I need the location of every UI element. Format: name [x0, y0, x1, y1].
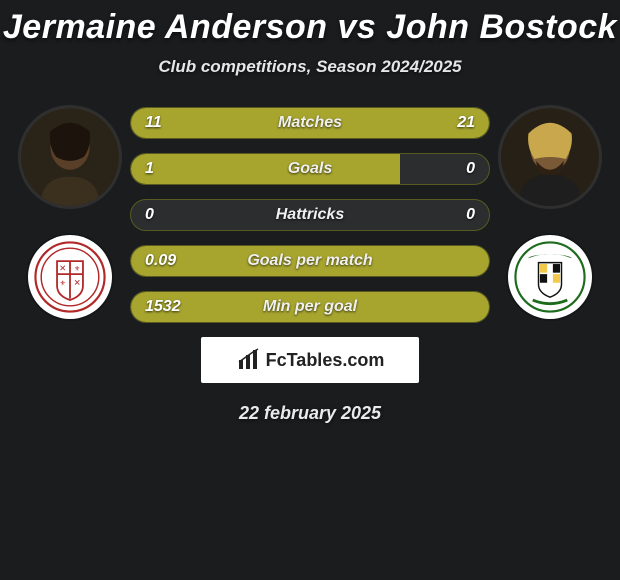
svg-text:✕: ✕ [74, 278, 81, 288]
page-subtitle: Club competitions, Season 2024/2025 [158, 57, 461, 77]
attribution-text: FcTables.com [266, 350, 385, 371]
club-crest-icon: ✕ ⚜ ⚜ ✕ [34, 241, 106, 313]
player-right-avatar [498, 105, 602, 209]
stat-label: Goals [201, 160, 419, 178]
right-player-column [490, 105, 610, 319]
club-left-badge: ✕ ⚜ ⚜ ✕ [28, 235, 112, 319]
stat-value-right: 21 [419, 114, 489, 132]
svg-text:⚜: ⚜ [60, 279, 66, 288]
stat-value-left: 1 [131, 160, 201, 178]
stat-row: 0.09Goals per match [130, 245, 490, 277]
stat-value-left: 0 [131, 206, 201, 224]
comparison-row: ✕ ⚜ ⚜ ✕ 11Matches211Goals00Hattricks00.0… [0, 105, 620, 323]
stat-value-right: 0 [419, 206, 489, 224]
stat-value-left: 1532 [131, 298, 201, 316]
comparison-date: 22 february 2025 [239, 403, 381, 424]
stat-row: 1532Min per goal [130, 291, 490, 323]
attribution-box: FcTables.com [201, 337, 419, 383]
stat-label: Min per goal [201, 298, 419, 316]
footer: FcTables.com 22 february 2025 [201, 337, 419, 424]
stat-value-left: 11 [131, 114, 201, 132]
club-crest-icon [514, 241, 586, 313]
left-player-column: ✕ ⚜ ⚜ ✕ [10, 105, 130, 319]
stat-label: Goals per match [201, 252, 419, 270]
stat-row: 1Goals0 [130, 153, 490, 185]
stat-value-right: 0 [419, 160, 489, 178]
avatar-placeholder-icon [501, 108, 599, 206]
stat-row: 0Hattricks0 [130, 199, 490, 231]
bar-chart-icon [236, 348, 260, 372]
stat-row: 11Matches21 [130, 107, 490, 139]
stat-value-left: 0.09 [131, 252, 201, 270]
stat-label: Matches [201, 114, 419, 132]
svg-text:✕: ✕ [59, 263, 66, 273]
stats-column: 11Matches211Goals00Hattricks00.09Goals p… [130, 105, 490, 323]
svg-text:⚜: ⚜ [74, 264, 80, 273]
club-right-badge [508, 235, 592, 319]
avatar-placeholder-icon [21, 108, 119, 206]
page-title: Jermaine Anderson vs John Bostock [3, 8, 617, 47]
player-left-avatar [18, 105, 122, 209]
stat-label: Hattricks [201, 206, 419, 224]
